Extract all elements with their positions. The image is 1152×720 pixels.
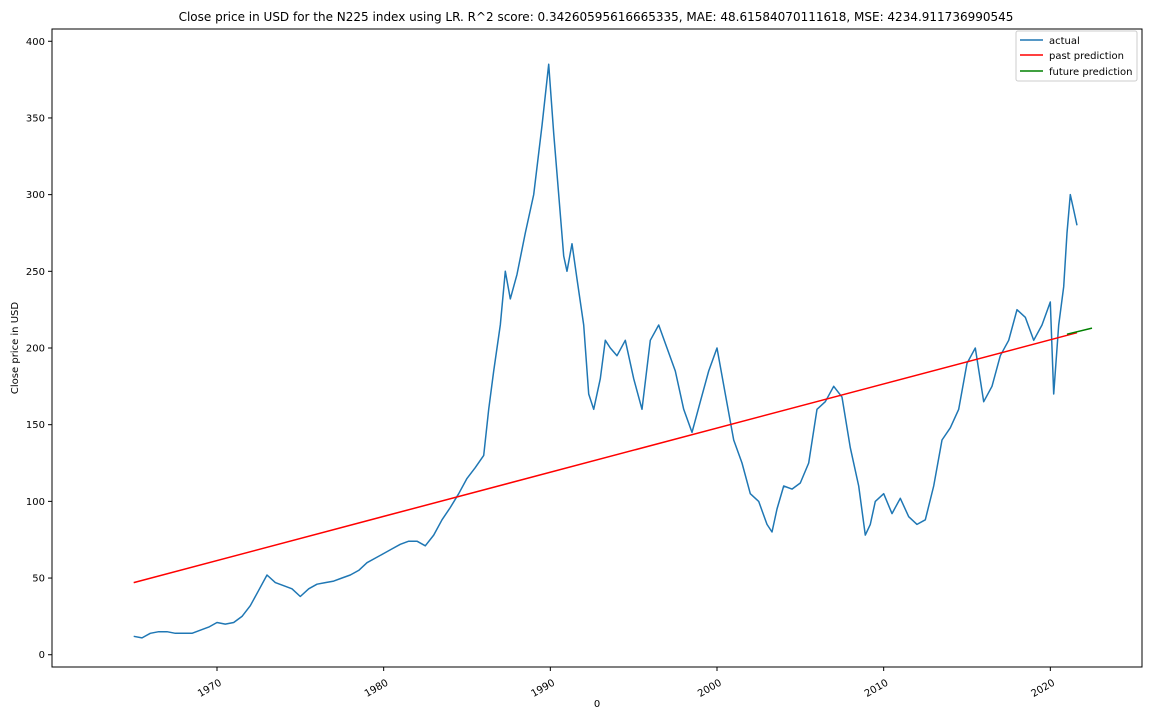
y-tick-label: 400: [26, 37, 45, 48]
plot-area: [133, 63, 1093, 639]
y-tick-label: 300: [26, 190, 45, 201]
chart-title: Close price in USD for the N225 index us…: [179, 10, 1014, 24]
y-axis: 0 50 100 150 200 250 300 350 400: [26, 37, 52, 661]
legend-box: [1015, 30, 1138, 82]
series-line-future-prediction: [1066, 327, 1093, 335]
legend-label-past-prediction: past prediction: [1049, 51, 1124, 62]
y-tick-label: 50: [32, 574, 45, 585]
series-line-actual: [133, 63, 1078, 639]
y-tick-label: 0: [39, 650, 45, 661]
y-tick-label: 150: [26, 420, 45, 431]
y-tick-label: 250: [26, 267, 45, 278]
legend-label-actual: actual: [1049, 36, 1080, 47]
legend-label-future-prediction: future prediction: [1049, 67, 1133, 78]
y-tick-label: 100: [26, 497, 45, 508]
series-line-past-prediction: [133, 331, 1078, 584]
legend: actual past prediction future prediction: [1015, 30, 1138, 82]
x-axis-label: 0: [594, 699, 600, 710]
y-tick-label: 200: [26, 344, 45, 355]
y-tick-label: 350: [26, 113, 45, 124]
y-axis-label: Close price in USD: [10, 302, 21, 394]
